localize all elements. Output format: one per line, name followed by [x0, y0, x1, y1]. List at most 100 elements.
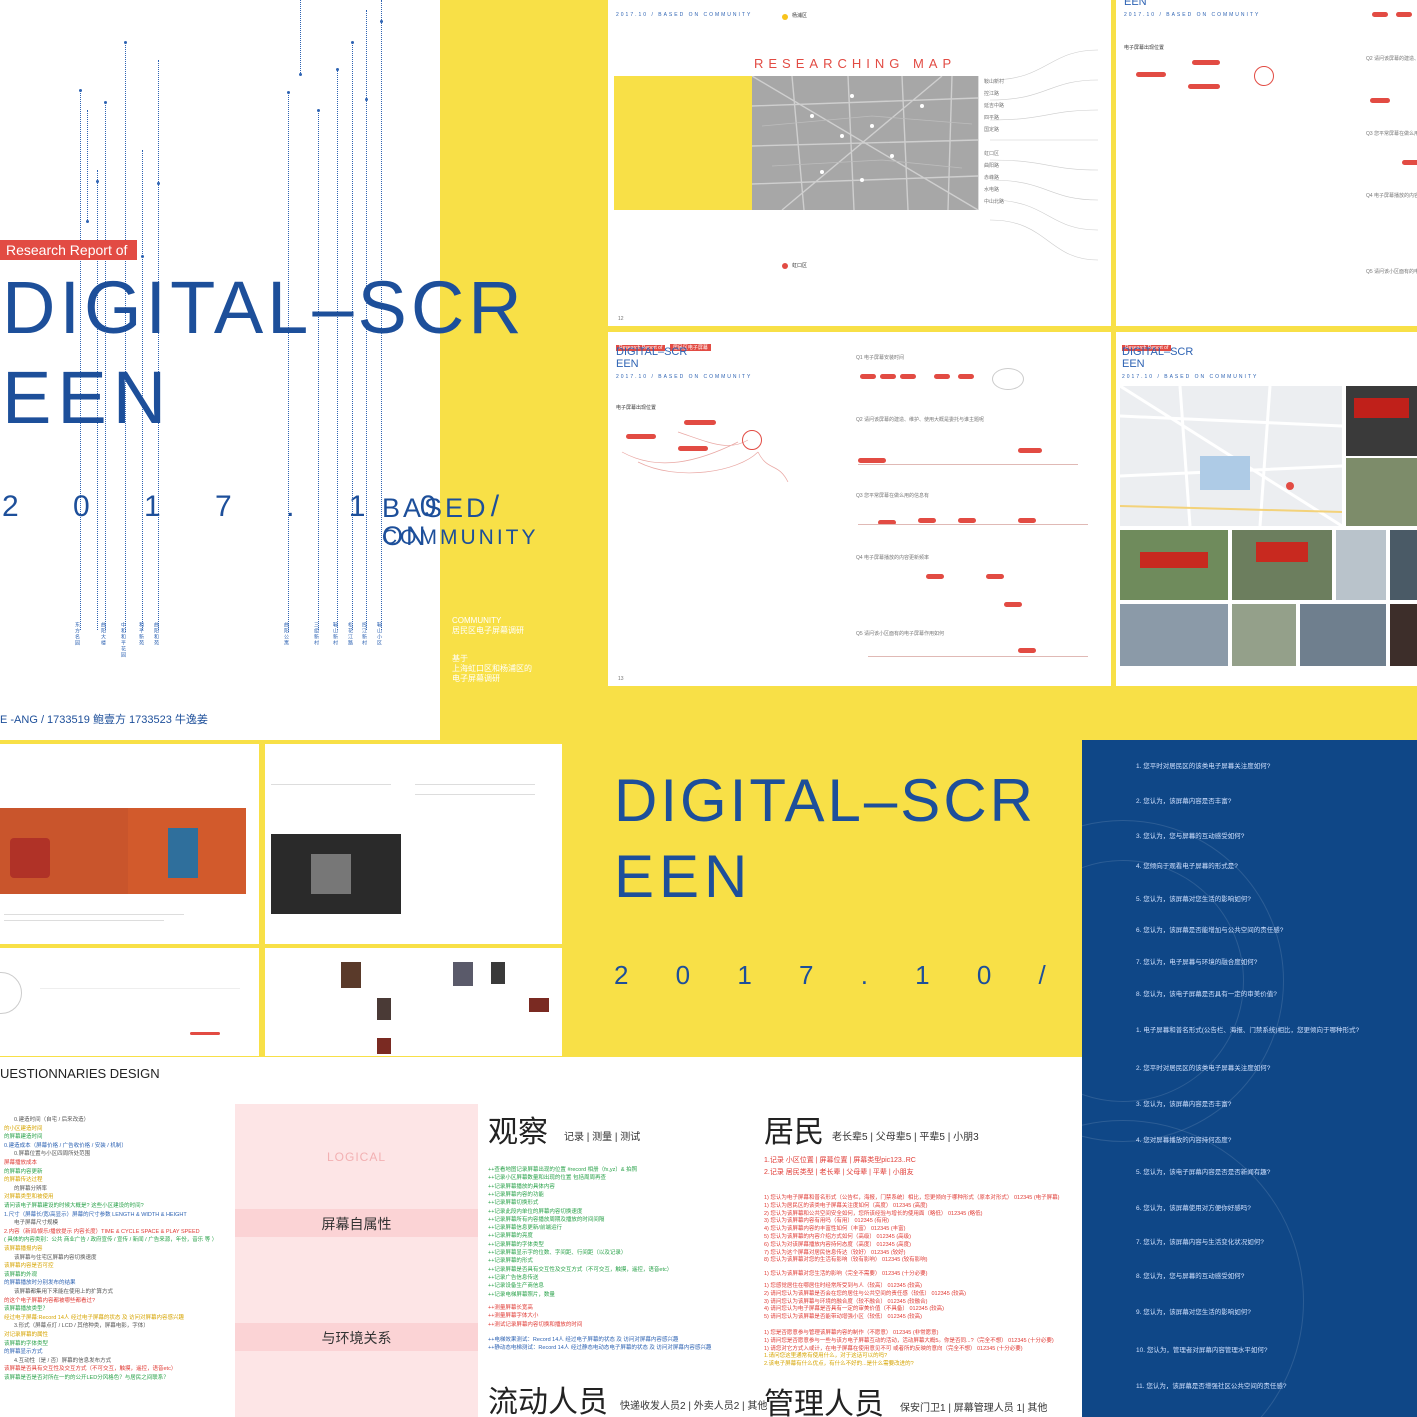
resident-question-item: 1) 请您对它方式入或计，在电子屏幕在使用意见不可 或者所的反映的意向（完全不想…	[764, 1345, 1023, 1352]
flow-pill	[986, 574, 1004, 579]
screen-attribute-label: 屏幕自属性	[321, 1216, 392, 1232]
spread-date: 2017.10 / BASED ON COMMUNITY	[1122, 374, 1259, 380]
spread-title: DIGITAL–SCR	[616, 346, 688, 358]
spread-title: EEN	[1124, 0, 1147, 8]
logic-list-item: 该屏幕是否具有交互性及交互方式（不可交互，触摸，遥控，语音etc）	[4, 1366, 177, 1373]
cover-dotted-line	[288, 92, 289, 632]
cover-date: 2 0 1 7 . 1 0 /	[2, 490, 523, 523]
second-cover-page: DIGITAL–SCR EEN 2 0 1 7 . 1 0 /	[562, 740, 1082, 1057]
cover-line-dot	[299, 73, 302, 76]
cover-authors: E -ANG / 1733519 鲍壹方 1733523 牛逸姜	[0, 714, 208, 726]
district-label: 虹口区	[792, 263, 808, 269]
logic-list-item: 该屏幕的字体类型	[4, 1340, 49, 1347]
mobile-subheading: 快递收发人员2 | 外卖人员2 | 其他	[620, 1401, 768, 1412]
small-photo	[529, 998, 549, 1012]
flow-line	[858, 464, 1078, 465]
map-side-label: 中山北路	[984, 199, 1005, 205]
cover-line-dot	[141, 255, 144, 258]
logic-list-item: 屏幕播放成本	[4, 1160, 38, 1166]
map-roads	[752, 76, 978, 210]
question-item: 5. 您认为，该电子屏幕内容是否是否新闻有趣?	[1136, 1169, 1271, 1176]
district-marker	[782, 263, 788, 269]
screen-photo	[1390, 604, 1417, 666]
resident-question-item: 1) 您是否愿意参与管理该屏幕内容的制作（不愿意） 012345 (非常愿意)	[764, 1330, 939, 1336]
cover-line-dot	[86, 220, 89, 223]
question-item: 2. 您平时对居民区的该类电子屏幕关注度如何?	[1136, 1065, 1271, 1072]
environment-label: 与环境关系	[321, 1330, 392, 1346]
logic-list-item: 该屏幕都集用下来能在使用上的扩算方式	[14, 1289, 114, 1295]
questionnaire-heading: UESTIONNARIES DESIGN	[0, 1066, 160, 1081]
observe-subheading: 记录 | 测量 | 测试	[564, 1132, 641, 1143]
question-item: 3. 您认为，您与屏幕的互动感受如何?	[1136, 833, 1245, 840]
yellow-block	[614, 76, 754, 210]
cover-side-text: COMMUNITY 居民区电子屏幕调研	[452, 616, 524, 635]
resident-question-item: 7) 您认为这个屏幕对居民信息传达（较好） 012345 (较好)	[764, 1249, 906, 1256]
logic-list-item: 经过电子屏幕:Record 14人 经过电子屏幕的状态 及 访问对屏幕内容感兴趣	[4, 1314, 184, 1321]
vertical-label: 曲阳和苑	[153, 622, 159, 646]
cover-dotted-line	[352, 42, 353, 630]
cover-dotted-line	[87, 110, 88, 220]
logic-list-item: 对屏幕类型和被使用	[4, 1194, 54, 1201]
cover2-title-line2: EEN	[614, 843, 753, 910]
observe-item: ++记录设备生产商信息	[488, 1283, 544, 1290]
map-side-label: 水电路	[984, 187, 1000, 193]
manager-heading: 管理人员	[764, 1388, 884, 1417]
spread-date: 2017.10 / BASED ON COMMUNITY	[616, 374, 753, 380]
question-label: Q2 请问该屏幕的建造、维护、使用大概是委托与谁主题呢	[856, 417, 985, 423]
flow-line	[868, 656, 1088, 657]
text-line	[415, 784, 535, 785]
vertical-label: 东方名园	[74, 622, 80, 646]
map-spread-page: 2017.10 / BASED ON COMMUNITY RESEARCHING…	[608, 0, 1111, 326]
logic-band	[235, 1323, 478, 1351]
observe-measure-item: ++测试记录屏幕内容切换和播放的时间	[488, 1321, 583, 1328]
question-label: Q5 请问该小区面有的电子屏幕作用如何	[856, 631, 945, 637]
question-label: Q4 电子屏幕播放的内容更新频率	[1366, 193, 1417, 199]
logic-list-item: 0.屏幕位置与小区四周所处范围	[14, 1151, 91, 1158]
resident-open-question: 1.请问您这里通常有使用什么，对于这话可以的吗?	[764, 1353, 888, 1359]
community-photo	[1120, 530, 1228, 600]
observe-measure-item: ++测量屏幕字体大小	[488, 1313, 539, 1320]
logic-band	[235, 1209, 478, 1237]
gate-photo	[1120, 604, 1228, 666]
cover-line-dot	[380, 20, 383, 23]
cover2-date: 2 0 1 7 . 1 0 /	[614, 960, 1066, 990]
logic-list-item: 0.建造成本（屏幕价格 / 广告收价格 / 安装 / 机制）	[4, 1142, 127, 1149]
resident-question-item: 5) 请问您认为该屏幕是否能带动增强小区（较低） 012345 (较高)	[764, 1314, 922, 1321]
observe-item: ++记录屏幕的形式	[488, 1258, 533, 1265]
logic-list-item: 该屏幕的外观	[4, 1271, 38, 1278]
map-side-label: 鞍山新村	[984, 79, 1005, 85]
map-connector-lines	[989, 49, 1099, 261]
resident-question-item: 1) 您认为电子屏幕和普名形式（公告栏，海报，门禁系统）相比，您更倾向于哪种形式…	[764, 1195, 1060, 1201]
question-item: 5. 您认为，该屏幕对您生活的影响如何?	[1136, 896, 1251, 903]
kiosk-photo	[1336, 530, 1386, 600]
photo-spread: Research Report of DIGITAL–SCR EEN 2017.…	[1116, 332, 1417, 686]
questionnaire-design-page: UESTIONNARIES DESIGN LOGICAL 屏幕自属性 与环境关系…	[0, 1057, 1082, 1417]
yellow-fill	[1082, 686, 1417, 740]
page-number: 12	[618, 316, 624, 322]
thumbnail-spread	[265, 744, 562, 944]
flow-pill	[1018, 518, 1036, 523]
logical-label: LOGICAL	[326, 1150, 387, 1164]
logic-list-item: 该屏幕是否是否对所在一的的公开LED分风格色？与居民之间联系？	[4, 1375, 169, 1381]
small-photo	[341, 962, 361, 988]
yellow-strip	[440, 0, 540, 740]
locker-photo	[128, 808, 246, 894]
resident-record: 1.记录 小区位置 | 屏幕位置 | 屏幕类型pic123..RC	[764, 1157, 916, 1164]
flow-pill	[684, 420, 716, 425]
flow-pill	[1396, 12, 1412, 17]
text-line	[271, 784, 391, 785]
spread-title: DIGITAL–SCR	[1122, 346, 1194, 358]
logic-list-item: 对记录屏幕的属性	[4, 1332, 49, 1338]
section-label: 电子屏幕出现位置	[1124, 45, 1165, 51]
map-side-label: 延吉中路	[984, 103, 1005, 109]
flow-pill	[958, 374, 974, 379]
spread-tag-row: Research Report of	[1122, 336, 1172, 354]
flow-pill	[1370, 98, 1390, 103]
logic-list-item: 的这个电子屏幕内容都被哪些都看过?	[4, 1297, 96, 1304]
question-item: 7. 您认为，该屏幕内容与生活变化状况如何?	[1136, 1239, 1264, 1246]
logic-list-item: 2.内容（新闻/娱乐/播放提示 内容长度）TIME & CYCLE SPACE …	[4, 1228, 200, 1235]
observe-item: ++记录屏幕所有内容播放周期及播放的时间间隔	[488, 1216, 605, 1223]
cover-line-dot	[104, 101, 107, 104]
logic-list-item: 电子屏幕尺寸规模	[14, 1220, 59, 1227]
gate-icon	[742, 430, 762, 450]
